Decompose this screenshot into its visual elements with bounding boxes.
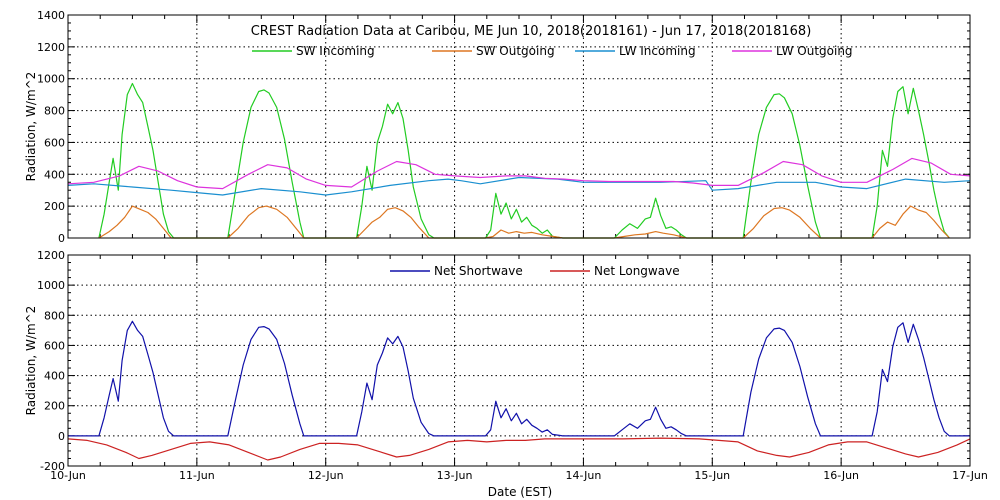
legend-label: Net Longwave [594,264,680,278]
y-axis-title: Radiation, W/m^2 [24,72,38,182]
y-tick-label: 200 [44,200,65,213]
series-line-sw-incoming [98,82,950,239]
legend-label: SW Outgoing [476,44,555,58]
x-axis-title: Date (EST) [488,485,552,499]
x-tick-label: 16-Jun [823,469,859,482]
x-tick-label: 10-Jun [50,469,86,482]
y-tick-label: 1200 [37,249,65,262]
y-tick-label: 800 [44,309,65,322]
y-tick-label: 1000 [37,279,65,292]
panel-1: 0 200 400 600 800 1000 1200 1400 Radiation, W/m^… [24,9,971,245]
y-tick-label: 800 [44,105,65,118]
y-tick-label: 1400 [37,9,65,22]
y-axis-title: Radiation, W/m^2 [24,306,38,416]
legend-label: LW Outgoing [776,44,853,58]
y-tick-label: 600 [44,136,65,149]
x-tick-label: 15-Jun [694,469,730,482]
plot-frame [67,14,971,239]
plot-frame [67,254,971,467]
x-tick-label: 13-Jun [437,469,473,482]
chart-title: CREST Radiation Data at Caribou, ME Jun … [251,24,812,39]
y-tick-label: 0 [58,430,65,443]
series-line-lw-incoming [67,176,971,196]
x-tick-label: 17-Jun [952,469,988,482]
legend-label: SW Incoming [296,44,375,58]
x-tick-label: 12-Jun [308,469,344,482]
y-tick-label: 600 [44,339,65,352]
legend-label: LW Incoming [619,44,696,58]
y-tick-label: 200 [44,400,65,413]
series-line-net-longwave [67,437,971,461]
series-line-net-shortwave [68,320,970,437]
x-tick-label: 14-Jun [566,469,602,482]
y-tick-label: 1200 [37,41,65,54]
panel-2: -200 0 200 400 600 800 1000 1200 10-Jun 11-Jun 12-… [24,249,988,482]
x-tick-label: 11-Jun [179,469,215,482]
y-tick-label: 400 [44,168,65,181]
chart-panels: 0 200 400 600 800 1000 1200 1400 Radiation, W/m^… [24,9,988,482]
y-tick-label: -200 [40,460,65,473]
series-line-lw-outgoing [67,157,971,190]
y-tick-label: 0 [58,232,65,245]
y-tick-label: 1000 [37,73,65,86]
y-tick-label: 400 [44,370,65,383]
legend-label: Net Shortwave [434,264,523,278]
